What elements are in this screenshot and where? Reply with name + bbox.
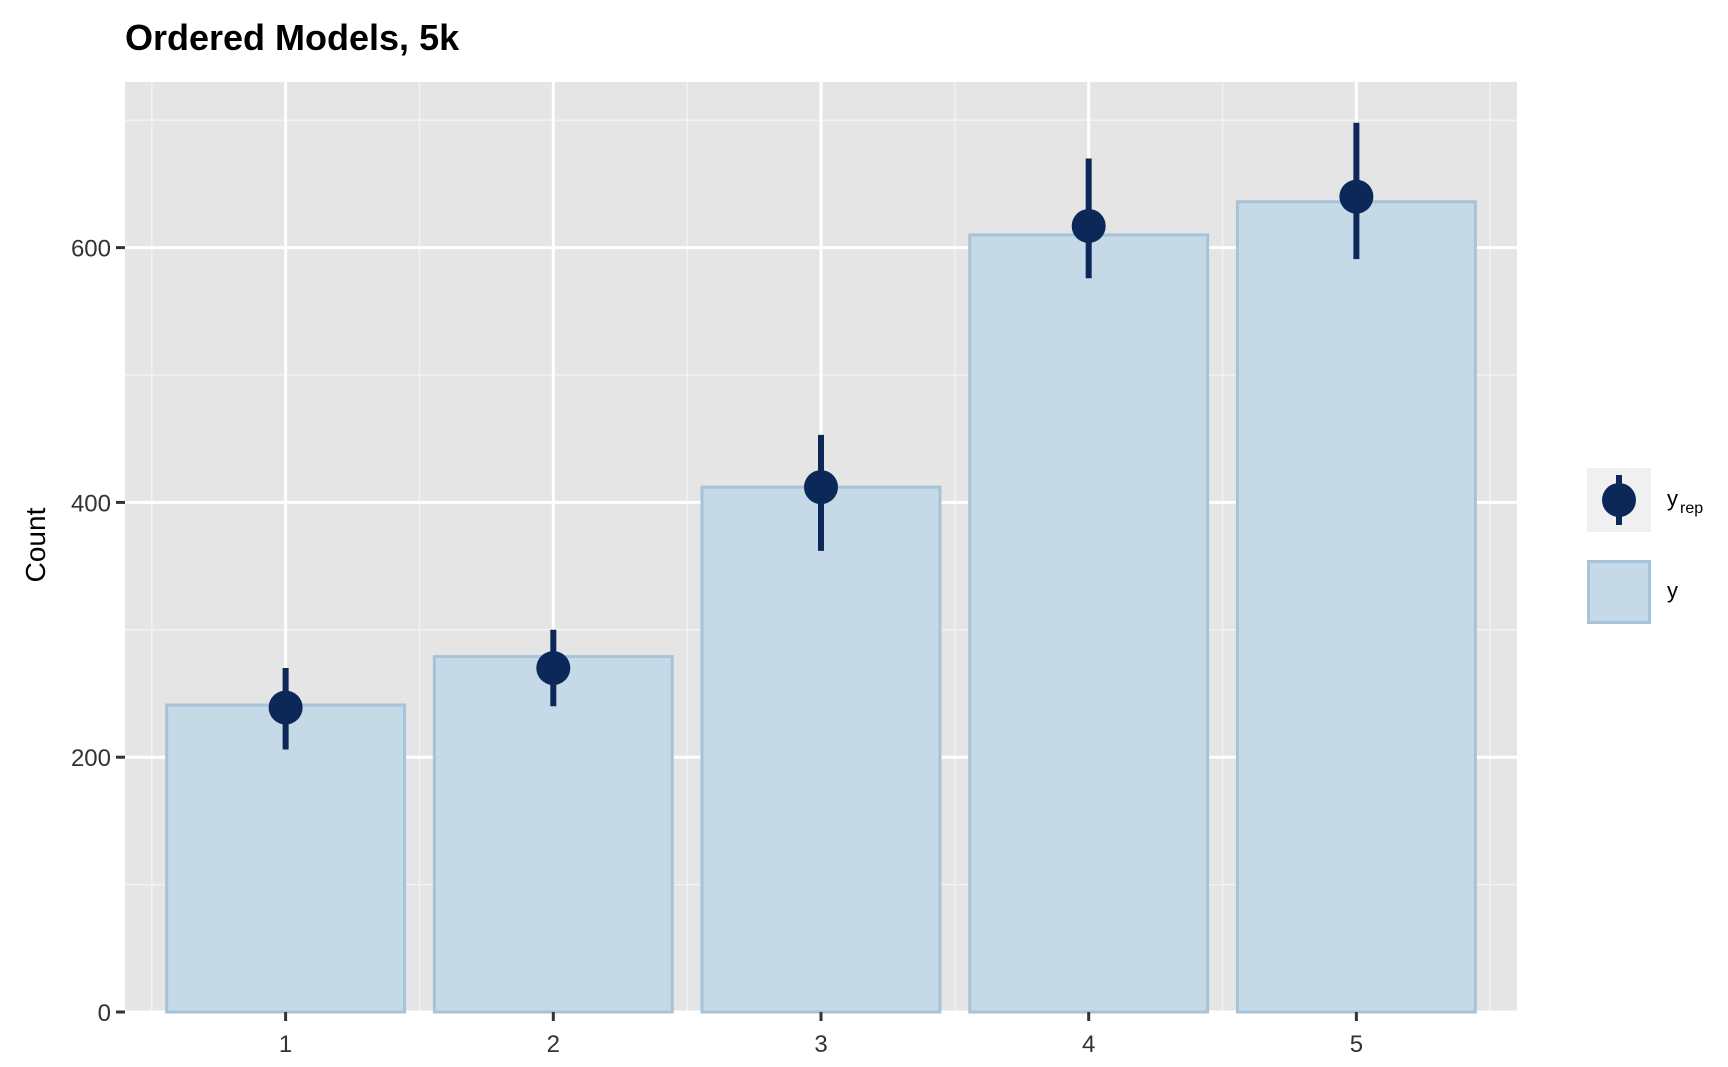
x-tick-label: 3 (814, 1031, 827, 1058)
y-tick-label: 600 (71, 236, 111, 263)
x-tick-label: 5 (1350, 1031, 1363, 1058)
y-tick-label: 200 (71, 745, 111, 772)
bar-5 (1235, 200, 1477, 1014)
y-tick-label: 400 (71, 490, 111, 517)
y-axis-title: Count (20, 507, 51, 582)
bar-2 (432, 655, 674, 1014)
x-tick-label: 4 (1082, 1031, 1095, 1058)
x-tick-label: 1 (279, 1031, 292, 1058)
x-tick-label: 2 (547, 1031, 560, 1058)
chart-title: Ordered Models, 5k (125, 17, 460, 58)
bar-4 (968, 233, 1210, 1014)
y-axis: 0 200 400 600 (71, 236, 125, 1027)
legend-yrep-point (1602, 483, 1636, 517)
point-5 (1339, 179, 1374, 214)
bar-1 (165, 703, 407, 1014)
y-tick-label: 0 (98, 1000, 111, 1027)
bar-3 (700, 485, 942, 1014)
point-1 (268, 690, 303, 725)
legend-key-y (1587, 560, 1651, 624)
plot-panel (125, 82, 1517, 1014)
point-2 (536, 651, 571, 686)
legend-label-yrep: y rep (1667, 486, 1703, 517)
point-3 (804, 470, 838, 505)
legend-label-y: y (1667, 578, 1678, 603)
point-4 (1071, 208, 1106, 243)
legend: y rep y (1587, 468, 1703, 624)
x-axis: 1 2 3 4 5 (279, 1012, 1363, 1058)
